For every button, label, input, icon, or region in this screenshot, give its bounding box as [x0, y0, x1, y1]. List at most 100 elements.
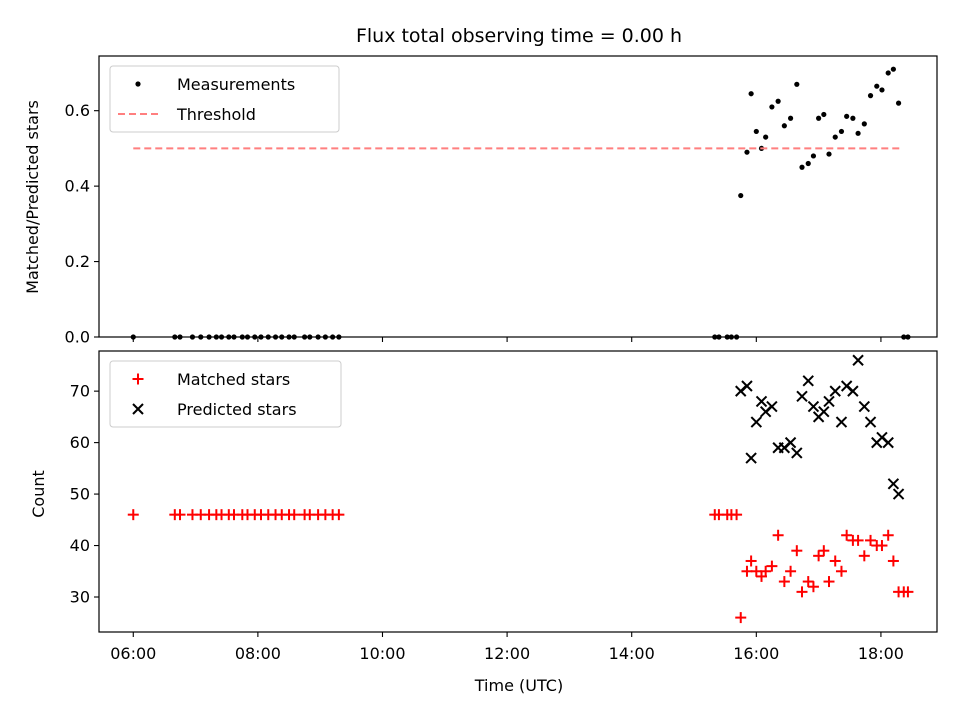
legend-marker — [132, 373, 144, 385]
matched-stars-point — [785, 565, 797, 577]
measurements-point — [850, 115, 856, 121]
measurements-point — [748, 91, 754, 97]
matched-stars-point — [882, 529, 894, 541]
measurements-point — [821, 111, 827, 118]
y-tick-label: 60 — [70, 433, 90, 452]
predicted-stars-point — [818, 406, 830, 418]
legend-entry: Measurements — [177, 75, 295, 94]
predicted-stars-point — [864, 416, 877, 428]
x-tick-label: 18:00 — [858, 644, 904, 663]
y-tick-label: 30 — [70, 588, 90, 607]
top-x-axis — [132, 337, 882, 342]
matched-stars-point — [807, 581, 819, 593]
measurements-point — [738, 192, 744, 199]
x-tick-label: 14:00 — [609, 644, 655, 663]
predicted-stars-point — [755, 395, 768, 408]
measurements-point — [879, 87, 885, 93]
matched-stars-point — [127, 509, 139, 521]
predicted-stars-point — [802, 375, 814, 387]
measurements-point — [799, 164, 805, 170]
matched-stars-point — [174, 509, 186, 521]
predicted-stars-point — [829, 385, 841, 397]
measurements-point — [775, 98, 781, 104]
predicted-stars-point — [796, 390, 808, 402]
measurements-point — [744, 149, 750, 155]
matched-stars-point — [333, 509, 345, 521]
measurements-point — [769, 104, 775, 110]
matched-stars-point — [858, 550, 870, 562]
predicted-stars-point — [750, 416, 763, 428]
measurements-point — [867, 93, 874, 99]
top-y-axis: 0.0 0.2 0.4 0.6 — [65, 101, 99, 347]
predicted-stars-point — [852, 354, 864, 366]
predicted-stars-point — [807, 400, 820, 413]
predicted-stars-point — [882, 436, 894, 449]
measurements-point — [816, 115, 822, 121]
matched-stars-point — [766, 560, 778, 572]
measurements-point — [810, 153, 817, 159]
bottom-y-axis-label: Count — [29, 470, 48, 518]
bottom-data-marks — [127, 354, 914, 624]
matched-stars-point — [288, 509, 300, 521]
chart-title: Flux total observing time = 0.00 h — [356, 25, 682, 47]
bottom-panel: 30 40 50 60 70 06:00 08:00 10:00 12:00 14:00 16:0… — [29, 350, 938, 695]
predicted-stars-point — [887, 478, 900, 490]
measurements-point — [763, 134, 769, 140]
legend-entry: Matched stars — [177, 370, 290, 389]
measurements-point — [855, 130, 861, 136]
predicted-stars-point — [741, 380, 753, 392]
matched-stars-point — [829, 555, 841, 567]
legend-marker — [132, 403, 144, 415]
measurements-point — [895, 100, 902, 106]
legend-entry: Predicted stars — [177, 400, 297, 419]
measurements-point — [781, 123, 787, 129]
bottom-legend: Matched stars Predicted stars — [109, 360, 342, 428]
x-tick-label: 12:00 — [484, 644, 530, 663]
legend-marker — [135, 81, 141, 87]
matched-stars-point — [735, 612, 747, 624]
matched-stars-point — [796, 586, 808, 598]
measurements-point — [794, 81, 800, 87]
measurements-point — [826, 151, 832, 157]
predicted-stars-point — [823, 395, 835, 408]
measurements-point — [861, 121, 867, 127]
matched-stars-point — [876, 540, 888, 552]
matched-stars-point — [818, 545, 830, 557]
measurements-point — [874, 83, 880, 89]
predicted-stars-point — [784, 436, 797, 449]
matched-stars-point — [813, 550, 825, 562]
y-tick-label: 50 — [70, 485, 90, 504]
matched-stars-point — [852, 534, 864, 546]
matched-stars-point — [760, 565, 772, 577]
x-tick-label: 06:00 — [110, 644, 156, 663]
matched-stars-point — [778, 576, 790, 588]
legend-entry: Threshold — [176, 105, 256, 124]
y-tick-label: 0.0 — [65, 328, 90, 347]
bottom-x-axis: 06:00 08:00 10:00 12:00 14:00 16:00 18:00 — [110, 632, 904, 663]
predicted-stars-point — [892, 488, 905, 500]
legend-box — [109, 360, 342, 428]
top-y-axis-label: Matched/Predicted stars — [23, 100, 42, 294]
y-tick-label: 40 — [70, 536, 90, 555]
predicted-stars-point — [858, 400, 871, 413]
measurements-point — [805, 160, 811, 167]
predicted-stars-point — [745, 452, 757, 464]
predicted-stars-point — [847, 385, 859, 397]
matched-stars-point — [772, 529, 784, 541]
measurements-point — [753, 128, 759, 135]
bottom-y-axis: 30 40 50 60 70 — [70, 382, 99, 607]
measurements-point — [890, 66, 896, 72]
x-axis-label: Time (UTC) — [474, 676, 563, 695]
bottom-axes-frame — [98, 350, 938, 633]
matched-stars-point — [741, 565, 753, 577]
measurements-point — [832, 134, 838, 140]
measurements-point — [838, 128, 845, 135]
measurements-point — [787, 115, 794, 121]
matched-stars-point — [835, 565, 847, 577]
matched-stars-point — [887, 555, 899, 567]
matched-stars-point — [731, 509, 743, 521]
matched-stars-point — [791, 545, 803, 557]
predicted-stars-point — [766, 400, 778, 413]
measurements-point — [844, 113, 850, 119]
